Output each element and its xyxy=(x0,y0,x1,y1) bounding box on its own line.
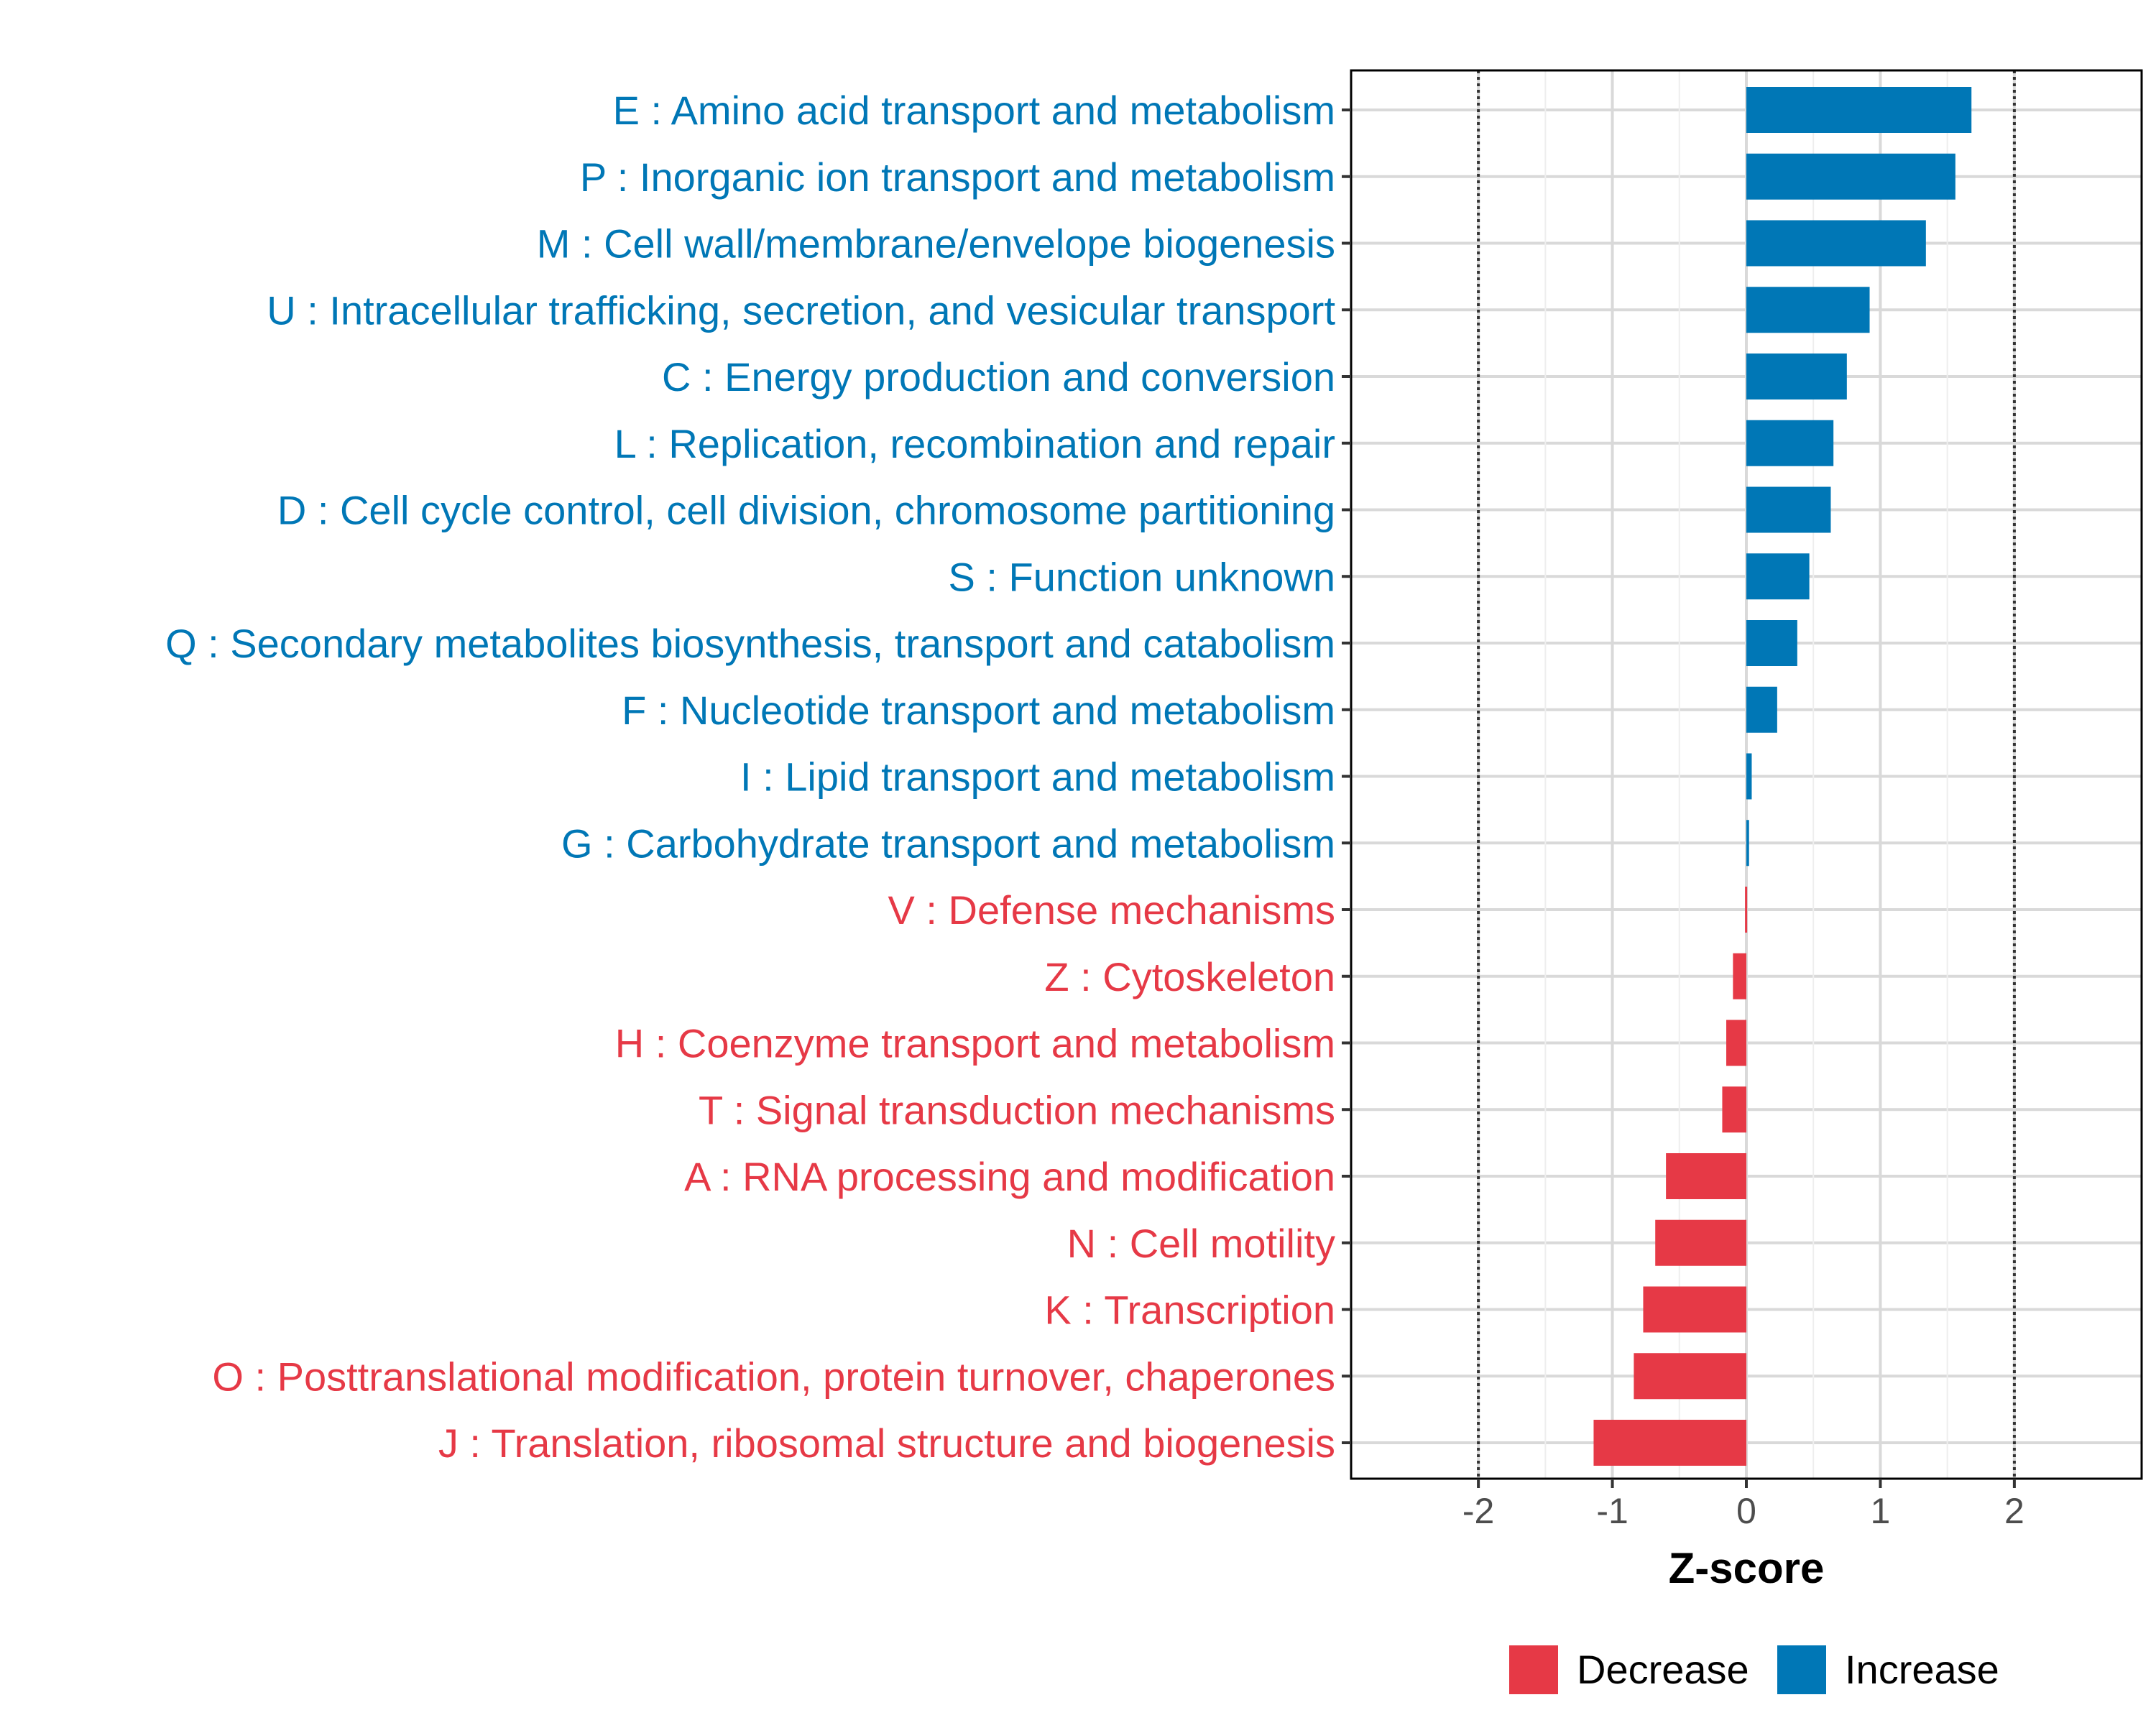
category-label: P : Inorganic ion transport and metaboli… xyxy=(580,154,1335,200)
category-label: U : Intracellular trafficking, secretion… xyxy=(267,287,1335,333)
category-label: Q : Secondary metabolites biosynthesis, … xyxy=(165,621,1335,666)
bar xyxy=(1746,420,1834,466)
bar xyxy=(1746,220,1926,267)
x-tick-label: 2 xyxy=(2004,1491,2024,1531)
category-label: K : Transcription xyxy=(1044,1288,1335,1333)
category-label: G : Carbohydrate transport and metabolis… xyxy=(561,821,1335,866)
reference-lines xyxy=(1477,70,2016,1479)
bar xyxy=(1746,686,1777,733)
legend-swatch-decrease xyxy=(1509,1645,1558,1694)
y-axis-ticks xyxy=(1342,108,1351,1444)
bar xyxy=(1746,753,1752,800)
x-tick-label: 0 xyxy=(1736,1491,1756,1531)
bar xyxy=(1655,1219,1746,1266)
category-label: L : Replication, recombination and repai… xyxy=(614,421,1335,466)
bar xyxy=(1746,287,1870,333)
x-tick-label: -2 xyxy=(1462,1491,1494,1531)
category-label: J : Translation, ribosomal structure and… xyxy=(438,1420,1335,1466)
category-label: Z : Cytoskeleton xyxy=(1044,954,1335,999)
x-tick-label: -1 xyxy=(1596,1491,1628,1531)
category-label: H : Coenzyme transport and metabolism xyxy=(615,1021,1335,1066)
category-label: S : Function unknown xyxy=(948,554,1335,599)
bar xyxy=(1634,1353,1746,1400)
bar xyxy=(1733,953,1746,999)
category-label: V : Defense mechanisms xyxy=(888,887,1335,933)
bars xyxy=(1593,87,1972,1466)
bar xyxy=(1746,87,1972,133)
category-label: N : Cell motility xyxy=(1067,1221,1335,1266)
x-axis-title: Z-score xyxy=(1669,1544,1825,1592)
bar xyxy=(1745,887,1748,933)
legend: Decrease Increase xyxy=(1509,1645,1999,1694)
x-tick-label: 1 xyxy=(1871,1491,1891,1531)
bar xyxy=(1593,1420,1746,1466)
category-label: E : Amino acid transport and metabolism xyxy=(613,88,1335,133)
category-label: T : Signal transduction mechanisms xyxy=(699,1087,1335,1132)
bar xyxy=(1746,820,1749,867)
bar xyxy=(1746,553,1810,600)
category-label: C : Energy production and conversion xyxy=(662,354,1335,399)
x-tick-labels: -2 -1 0 1 2 xyxy=(1462,1491,2024,1531)
bar xyxy=(1643,1286,1746,1333)
bar xyxy=(1722,1086,1746,1133)
bar xyxy=(1746,486,1831,533)
bar xyxy=(1746,153,1955,200)
legend-label-increase: Increase xyxy=(1845,1647,1999,1692)
category-label: A : RNA processing and modification xyxy=(684,1154,1335,1199)
legend-swatch-increase xyxy=(1777,1645,1826,1694)
category-label: O : Posttranslational modification, prot… xyxy=(212,1354,1335,1399)
category-label: F : Nucleotide transport and metabolism xyxy=(622,688,1335,733)
bar xyxy=(1726,1020,1746,1066)
bar xyxy=(1746,354,1847,399)
category-label: M : Cell wall/membrane/envelope biogenes… xyxy=(537,221,1335,267)
bar xyxy=(1746,620,1797,666)
bar xyxy=(1666,1153,1746,1199)
legend-label-decrease: Decrease xyxy=(1577,1647,1749,1692)
x-axis-ticks xyxy=(1477,1479,2016,1488)
category-label: D : Cell cycle control, cell division, c… xyxy=(277,488,1335,533)
category-labels: E : Amino acid transport and metabolism P… xyxy=(165,88,1335,1466)
category-label: I : Lipid transport and metabolism xyxy=(740,754,1335,800)
